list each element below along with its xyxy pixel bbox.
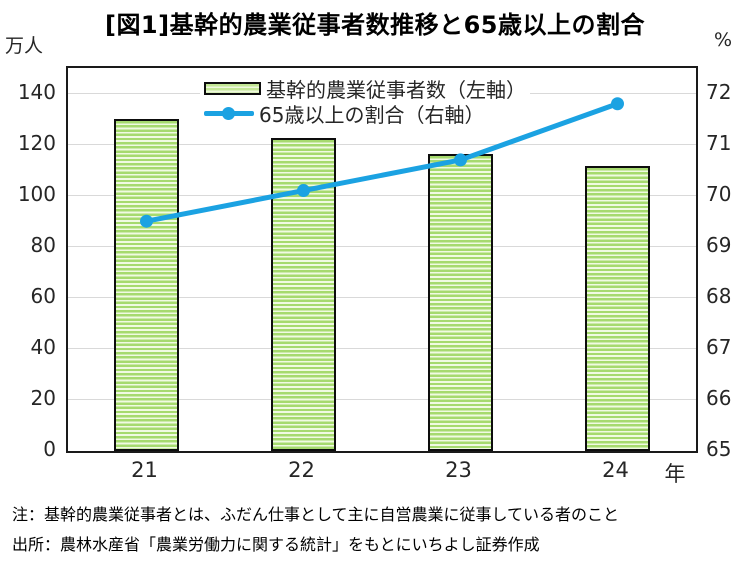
y-right-tick-69: 69	[706, 232, 732, 257]
ratio-point-22	[297, 184, 310, 198]
y-right-tick-68: 68	[706, 283, 732, 308]
y-right-tick-72: 72	[706, 79, 732, 104]
chart-title: [図1]基幹的農業従事者数推移と65歳以上の割合	[104, 11, 646, 39]
line-series-swatch-icon	[204, 106, 254, 120]
plot-area: 基幹的農業従事者数（左軸） 65歳以上の割合（右軸）	[66, 66, 698, 453]
bar-23	[428, 153, 493, 451]
bar-series-swatch-icon	[204, 81, 261, 95]
footnote-definition: 注：基幹的農業従事者とは、ふだん仕事として主に自営農業に従事している者のこと	[12, 505, 620, 524]
ratio-point-24	[611, 97, 624, 111]
x-tick-22: 22	[288, 458, 315, 482]
y-left-tick-0: 0	[43, 437, 56, 461]
legend-label-line-series: 65歳以上の割合（右軸）	[259, 102, 485, 127]
line-series-layer	[140, 97, 624, 228]
x-tick-24: 24	[602, 458, 629, 482]
gridline	[68, 348, 696, 350]
bar-24	[585, 166, 650, 451]
legend-item-line-series: 65歳以上の割合（右軸）	[204, 101, 526, 127]
y-left-tick-140: 140	[17, 79, 56, 104]
y-right-tick-70: 70	[706, 181, 732, 206]
footnote-source: 出所：農林水産省「農業労働力に関する統計」をもとにいちよし証券作成	[12, 535, 540, 554]
gridline	[68, 399, 696, 401]
y-right-tick-71: 71	[706, 130, 732, 155]
gridline	[68, 195, 696, 197]
y-left-tick-20: 20	[30, 385, 56, 410]
y-right-tick-66: 66	[706, 385, 732, 410]
legend-item-bar-series: 基幹的農業従事者数（左軸）	[204, 76, 526, 102]
legend-label-bar-series: 基幹的農業従事者数（左軸）	[266, 77, 526, 102]
line-swatch-marker-icon	[222, 106, 235, 120]
ratio-point-21	[140, 214, 153, 228]
y-left-tick-40: 40	[30, 334, 56, 359]
y-right-tick-65: 65	[706, 437, 732, 461]
y-left-tick-100: 100	[17, 181, 56, 206]
gridline	[68, 246, 696, 248]
x-tick-21: 21	[131, 458, 158, 482]
gridline	[68, 144, 696, 146]
footnotes: 注：基幹的農業従事者とは、ふだん仕事として主に自営農業に従事している者のこと 出…	[12, 500, 742, 560]
y-right-tick-67: 67	[706, 334, 732, 359]
left-axis-unit-label: 万人	[5, 35, 44, 57]
ratio-line	[146, 101, 619, 224]
x-tick-23: 23	[445, 458, 472, 482]
ratio-point-23	[454, 153, 467, 167]
chart-legend: 基幹的農業従事者数（左軸） 65歳以上の割合（右軸）	[200, 75, 530, 127]
x-axis-suffix-label: 年	[664, 462, 686, 486]
y-left-tick-60: 60	[30, 283, 56, 308]
bar-21	[114, 119, 179, 451]
y-left-tick-80: 80	[30, 232, 56, 257]
right-axis-unit-label: %	[714, 29, 733, 51]
gridline	[68, 297, 696, 299]
y-left-tick-120: 120	[17, 130, 56, 155]
